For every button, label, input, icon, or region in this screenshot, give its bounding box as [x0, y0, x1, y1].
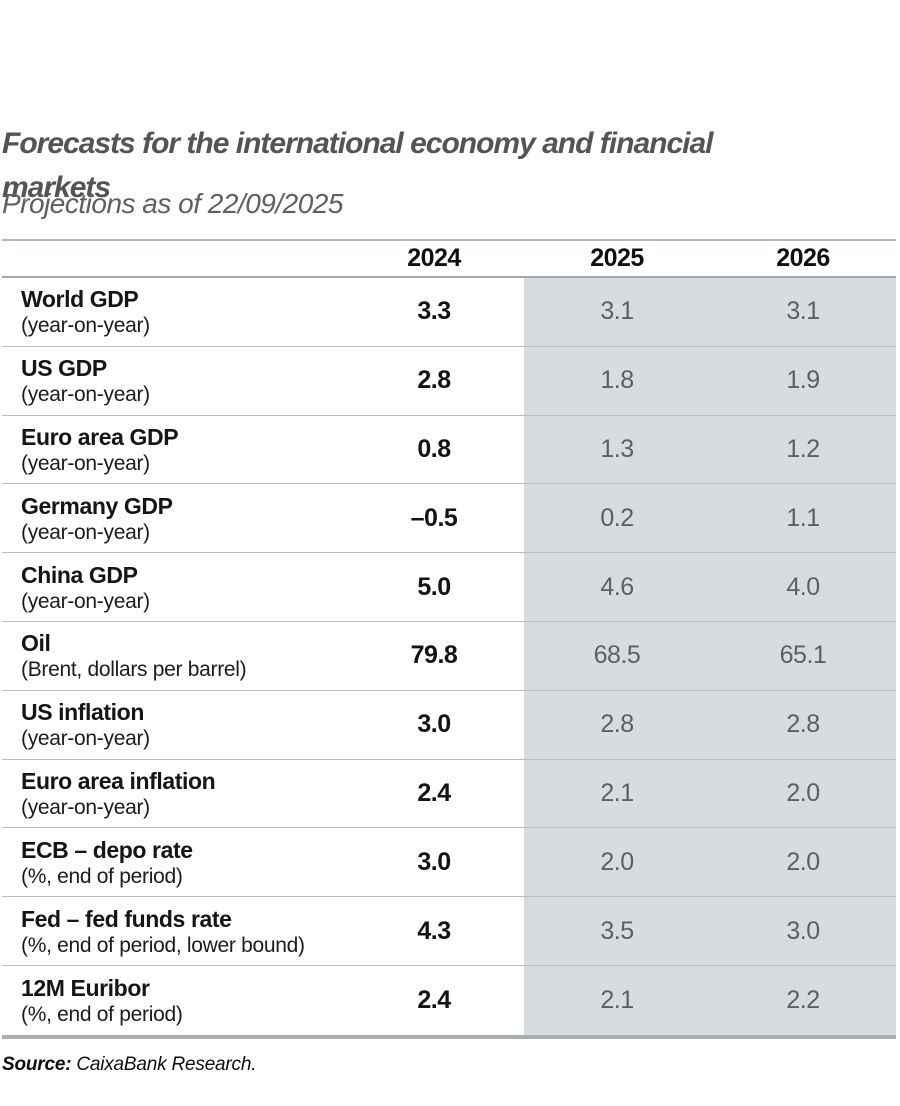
row-sublabel: (%, end of period)	[21, 1002, 183, 1026]
value-2024: 2.4	[417, 778, 451, 807]
row-label: Oil	[21, 630, 51, 657]
row-label: 12M Euribor	[21, 974, 150, 1001]
page-title: Forecasts for the international economy …	[2, 122, 882, 210]
value-2026: 1.9	[786, 366, 820, 395]
value-2024: 2.8	[417, 366, 451, 395]
value-2025: 3.5	[600, 916, 634, 945]
source-label: Source:	[2, 1054, 72, 1075]
value-2026: 3.0	[786, 916, 820, 945]
value-2026: 65.1	[779, 641, 827, 670]
row-sublabel: (year-on-year)	[21, 520, 150, 544]
value-2025: 1.8	[600, 366, 634, 395]
table-row: China GDP (year-on-year) 5.0 4.6 4.0	[2, 553, 896, 622]
value-2024: –0.5	[410, 503, 458, 532]
value-2026: 2.0	[786, 778, 820, 807]
table-row: Germany GDP (year-on-year) –0.5 0.2 1.1	[2, 484, 896, 554]
value-2025: 2.8	[600, 710, 634, 739]
row-sublabel: (year-on-year)	[21, 383, 150, 407]
value-2025: 68.5	[593, 641, 641, 670]
value-2025: 1.3	[600, 434, 634, 463]
row-label: Euro area inflation	[21, 767, 216, 794]
header-cell-2025: 2025	[590, 244, 644, 272]
row-label: US GDP	[21, 355, 107, 382]
table-row: 12M Euribor (%, end of period) 2.4 2.1 2…	[2, 965, 896, 1035]
table-row: World GDP (year-on-year) 3.3 3.1 3.1	[2, 278, 896, 347]
table-row: ECB – depo rate (%, end of period) 3.0 2…	[2, 828, 896, 898]
value-2024: 3.3	[417, 297, 451, 326]
row-sublabel: (%, end of period, lower bound)	[21, 933, 305, 957]
row-sublabel: (%, end of period)	[21, 864, 183, 888]
value-2024: 2.4	[417, 985, 451, 1014]
value-2024: 3.0	[417, 710, 451, 739]
row-label: US inflation	[21, 699, 144, 726]
row-sublabel: (year-on-year)	[21, 795, 150, 819]
row-label: ECB – depo rate	[21, 836, 193, 863]
row-sublabel: (year-on-year)	[21, 451, 150, 475]
source-text: CaixaBank Research.	[76, 1054, 257, 1075]
header-cell-2024: 2024	[407, 244, 461, 272]
table-header-row: 2024 2025 2026	[2, 241, 896, 278]
table-row: Euro area GDP (year-on-year) 0.8 1.3 1.2	[2, 415, 896, 485]
value-2026: 3.1	[786, 297, 820, 326]
source-note: Source: CaixaBank Research.	[2, 1054, 257, 1076]
row-sublabel: (year-on-year)	[21, 589, 150, 613]
table-row: Oil (Brent, dollars per barrel) 79.8 68.…	[2, 621, 896, 691]
value-2026: 2.2	[786, 985, 820, 1014]
page-title-line-2: markets	[2, 171, 111, 205]
value-2026: 4.0	[786, 572, 820, 601]
page-title-line-1: Forecasts for the international economy …	[2, 127, 714, 161]
table-row: US inflation (year-on-year) 3.0 2.8 2.8	[2, 690, 896, 760]
header-cell-2026: 2026	[776, 244, 830, 272]
row-sublabel: (year-on-year)	[21, 727, 150, 751]
row-sublabel: (Brent, dollars per barrel)	[21, 658, 247, 682]
page-subtitle: Projections as of 22/09/2025	[2, 188, 343, 219]
value-2024: 5.0	[417, 572, 451, 601]
value-2024: 3.0	[417, 847, 451, 876]
row-label: World GDP	[21, 286, 139, 313]
table-row: US GDP (year-on-year) 2.8 1.8 1.9	[2, 346, 896, 416]
value-2026: 1.1	[786, 503, 820, 532]
table-row: Euro area inflation (year-on-year) 2.4 2…	[2, 759, 896, 829]
value-2024: 4.3	[417, 916, 451, 945]
value-2024: 0.8	[417, 434, 451, 463]
value-2026: 2.8	[786, 710, 820, 739]
value-2024: 79.8	[410, 641, 458, 670]
value-2025: 2.0	[600, 847, 634, 876]
value-2025: 0.2	[600, 503, 634, 532]
value-2026: 1.2	[786, 434, 820, 463]
table-row: Fed – fed funds rate (%, end of period, …	[2, 897, 896, 966]
row-sublabel: (year-on-year)	[21, 314, 150, 338]
row-label: Euro area GDP	[21, 423, 179, 450]
table-body: World GDP (year-on-year) 3.3 3.1 3.1 US …	[2, 278, 896, 1035]
value-2025: 3.1	[600, 297, 634, 326]
value-2025: 2.1	[600, 985, 634, 1014]
row-label: China GDP	[21, 561, 138, 588]
value-2025: 2.1	[600, 778, 634, 807]
row-label: Germany GDP	[21, 492, 173, 519]
row-label: Fed – fed funds rate	[21, 905, 232, 932]
value-2025: 4.6	[600, 572, 634, 601]
forecast-table: 2024 2025 2026 World GDP (year-on-year) …	[2, 239, 896, 1039]
value-2026: 2.0	[786, 847, 820, 876]
